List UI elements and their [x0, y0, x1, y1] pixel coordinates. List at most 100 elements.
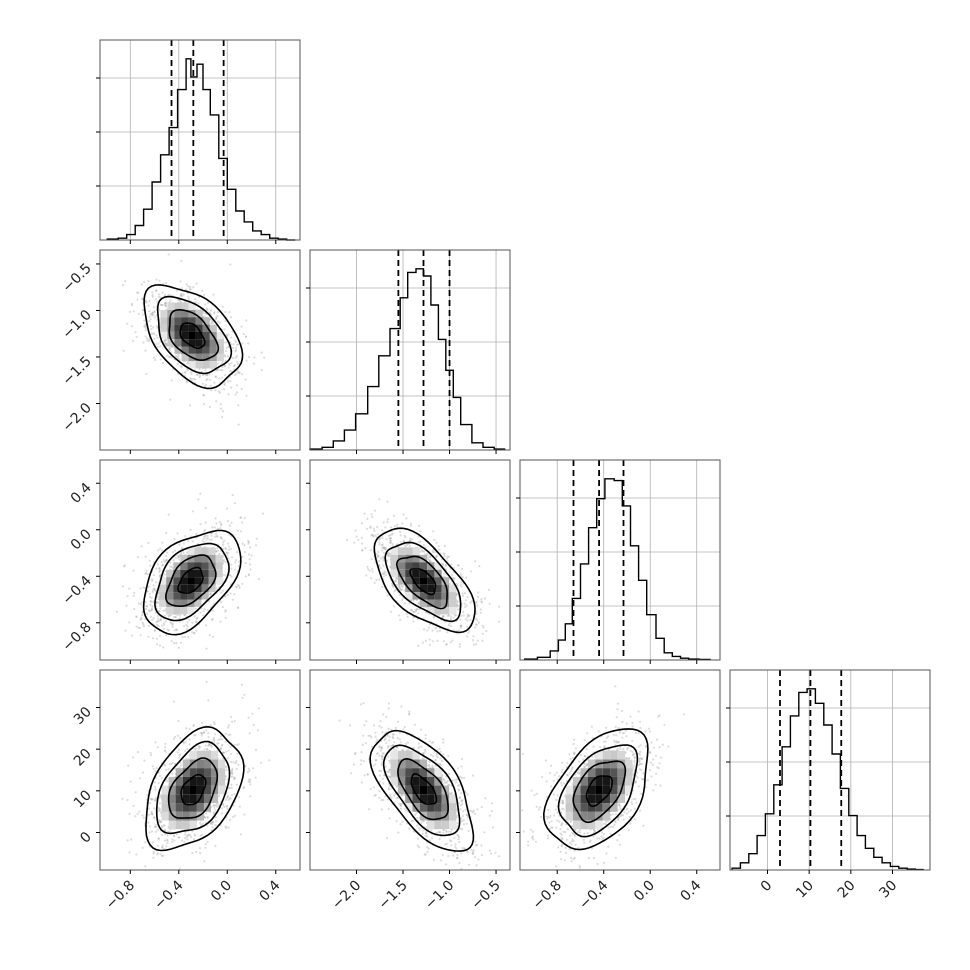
- sample-point: [251, 554, 253, 556]
- sample-point: [122, 284, 124, 286]
- pair-panel-1-0: [100, 250, 300, 450]
- sample-point: [152, 765, 154, 767]
- sample-point: [249, 770, 251, 772]
- sample-point: [125, 605, 127, 607]
- sample-point: [236, 384, 238, 386]
- sample-point: [207, 841, 209, 843]
- sample-point: [155, 770, 157, 772]
- pair-panel-2-0: [100, 460, 300, 660]
- sample-point: [131, 634, 133, 636]
- sample-point: [384, 526, 386, 528]
- sample-point: [390, 611, 392, 613]
- pair-panel-content: [346, 498, 500, 666]
- sample-point: [444, 555, 446, 557]
- sample-point: [192, 510, 194, 512]
- sample-point: [199, 493, 201, 495]
- sample-point: [155, 279, 157, 281]
- sample-point: [207, 699, 209, 701]
- sample-point: [138, 811, 140, 813]
- sample-point: [220, 408, 222, 410]
- sample-point: [214, 845, 216, 847]
- sample-point: [439, 630, 441, 632]
- sample-point: [410, 525, 412, 527]
- sample-point: [146, 570, 148, 572]
- sample-point: [238, 743, 240, 745]
- sample-point: [174, 736, 176, 738]
- sample-point: [193, 632, 195, 634]
- sample-point: [181, 636, 183, 638]
- sample-point: [383, 521, 385, 523]
- sample-point: [255, 544, 257, 546]
- sample-point: [428, 627, 430, 629]
- sample-point: [131, 325, 133, 327]
- sample-point: [365, 720, 367, 722]
- sample-point: [215, 517, 217, 519]
- sample-point: [212, 610, 214, 612]
- sample-point: [141, 298, 143, 300]
- sample-point: [205, 648, 207, 650]
- sample-point: [128, 621, 130, 623]
- sample-point: [243, 786, 245, 788]
- sample-point: [448, 556, 450, 558]
- sample-point: [245, 335, 247, 337]
- sample-point: [142, 341, 144, 343]
- sample-point: [147, 280, 149, 282]
- sample-point: [224, 311, 226, 313]
- sample-point: [168, 514, 170, 516]
- sample-point: [177, 735, 179, 737]
- sample-point: [237, 370, 239, 372]
- sample-point: [477, 640, 479, 642]
- sample-point: [474, 626, 476, 628]
- sample-point: [220, 403, 222, 405]
- sample-point: [133, 805, 135, 807]
- sample-point: [438, 549, 440, 551]
- sample-point: [371, 516, 373, 518]
- sample-point: [142, 622, 144, 624]
- sample-point: [422, 642, 424, 644]
- sample-point: [116, 611, 118, 613]
- sample-point: [154, 629, 156, 631]
- sample-point: [429, 644, 431, 646]
- sample-point: [473, 644, 475, 646]
- pair-panel-3-0: [100, 670, 300, 889]
- sample-point: [450, 563, 452, 565]
- sample-point: [128, 588, 130, 590]
- sample-point: [142, 314, 144, 316]
- sample-point: [393, 515, 395, 517]
- sample-point: [429, 639, 431, 641]
- sample-point: [399, 619, 401, 621]
- sample-point: [143, 319, 145, 321]
- pair-panel-content: [338, 702, 500, 914]
- sample-point: [234, 374, 236, 376]
- sample-point: [381, 808, 383, 810]
- sample-point: [370, 513, 372, 515]
- sample-point: [417, 645, 419, 647]
- sample-point: [258, 578, 260, 580]
- sample-point: [446, 631, 448, 633]
- sample-point: [363, 513, 365, 515]
- sample-point: [219, 621, 221, 623]
- sample-point: [205, 522, 207, 524]
- sample-point: [258, 707, 260, 709]
- sample-point: [235, 393, 237, 395]
- sample-point: [463, 777, 465, 779]
- sample-point: [455, 872, 457, 874]
- sample-point: [491, 802, 493, 804]
- sample-point: [206, 681, 208, 683]
- sample-point: [225, 617, 227, 619]
- sample-point: [211, 526, 213, 528]
- sample-point: [382, 713, 384, 715]
- sample-point: [403, 513, 405, 515]
- sample-point: [148, 625, 150, 627]
- pair-panel-content: [121, 681, 270, 889]
- sample-point: [481, 640, 483, 642]
- sample-point: [232, 494, 234, 496]
- sample-point: [412, 620, 414, 622]
- sample-point: [477, 591, 479, 593]
- sample-point: [489, 603, 491, 605]
- sample-point: [178, 647, 180, 649]
- sample-point: [220, 601, 222, 603]
- sample-point: [225, 733, 227, 735]
- sample-point: [467, 632, 469, 634]
- sample-point: [143, 281, 145, 283]
